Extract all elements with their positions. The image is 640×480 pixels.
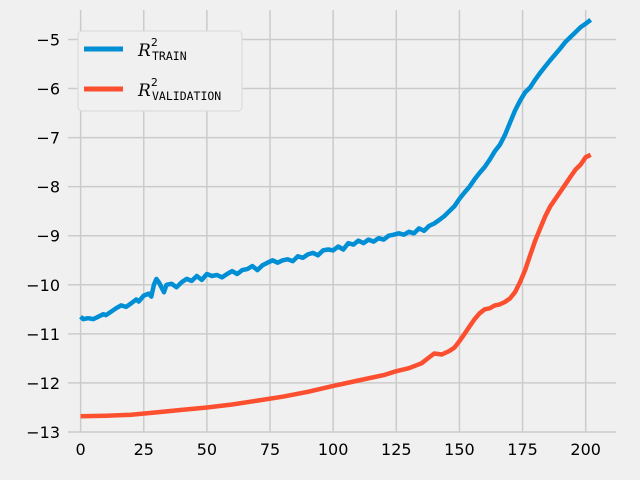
y-tick-label: −11 <box>26 325 60 344</box>
legend-label-train: R2 TRAIN <box>137 36 187 63</box>
series-line-validation <box>80 152 592 419</box>
x-tick-label: 75 <box>260 440 280 459</box>
x-tick-label: 150 <box>444 440 475 459</box>
x-tick-label: 200 <box>570 440 601 459</box>
y-axis-tick-labels: −13 −12 −11 −10 −9 −8 −7 −6 −5 <box>26 30 60 442</box>
y-tick-label: −10 <box>26 276 60 295</box>
x-axis-tick-labels: 0 25 50 75 100 125 150 175 200 <box>76 440 601 459</box>
x-tick-label: 175 <box>507 440 538 459</box>
x-tick-label: 0 <box>76 440 86 459</box>
y-tick-label: −8 <box>36 178 60 197</box>
legend: R2 TRAIN R2 VALIDATION <box>77 30 243 112</box>
legend-label-train-sup: 2 <box>151 36 158 49</box>
x-tick-label: 50 <box>197 440 217 459</box>
y-tick-label: −12 <box>26 374 60 393</box>
x-tick-label: 125 <box>381 440 412 459</box>
y-tick-label: −9 <box>36 227 60 246</box>
legend-label-validation-sup: 2 <box>151 76 158 89</box>
legend-label-train-main: R <box>137 41 151 61</box>
y-tick-label: −6 <box>36 80 60 99</box>
x-tick-label: 25 <box>134 440 154 459</box>
x-tick-label: 100 <box>318 440 349 459</box>
legend-label-validation-sub: VALIDATION <box>152 89 221 103</box>
legend-label-validation-main: R <box>137 81 151 101</box>
legend-label-validation: R2 VALIDATION <box>137 76 221 103</box>
legend-label-train-sub: TRAIN <box>152 49 187 63</box>
series-line-train <box>79 18 593 322</box>
y-tick-label: −7 <box>36 129 60 148</box>
y-tick-label: −13 <box>26 423 60 442</box>
series-lines <box>79 18 593 419</box>
y-tick-label: −5 <box>36 30 60 49</box>
